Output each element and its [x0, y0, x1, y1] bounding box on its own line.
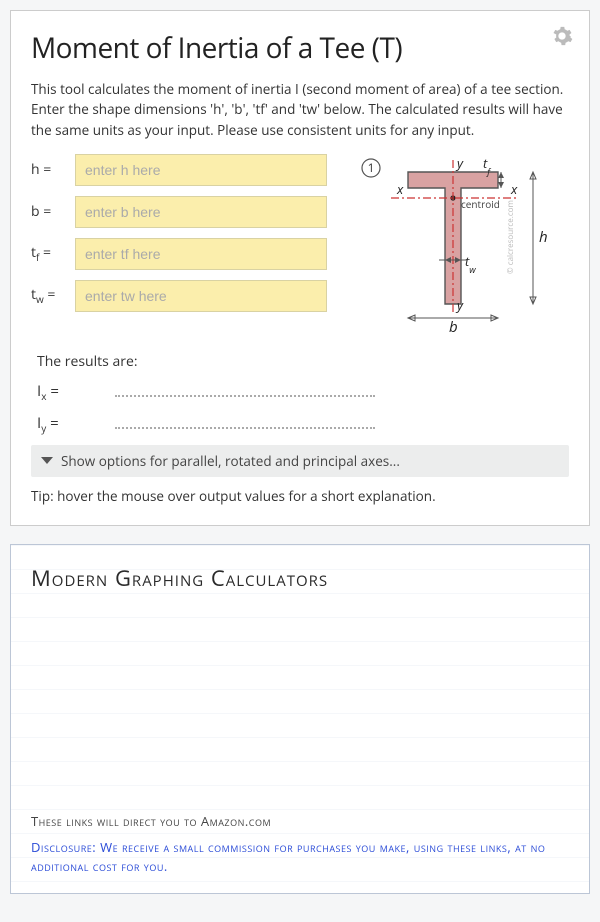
- results-section: The results are: Ix = Iy =: [31, 352, 569, 435]
- svg-text:b: b: [449, 317, 458, 334]
- show-options-toggle[interactable]: Show options for parallel, rotated and p…: [31, 445, 569, 477]
- triangle-down-icon: [41, 457, 53, 464]
- label-h: h =: [31, 160, 75, 179]
- promo-heading: Modern Graphing Calculators: [31, 563, 569, 593]
- results-title: The results are:: [37, 352, 569, 371]
- input-h[interactable]: [75, 154, 327, 186]
- svg-text:y: y: [455, 154, 464, 172]
- svg-text:tw: tw: [465, 252, 476, 276]
- input-b[interactable]: [75, 196, 327, 228]
- result-iy: Iy =: [31, 413, 569, 435]
- input-row-tf: tf =: [31, 238, 327, 270]
- promo-spacer: [31, 597, 569, 812]
- svg-text:y: y: [455, 296, 464, 314]
- svg-text:1: 1: [368, 159, 375, 176]
- label-b: b =: [31, 202, 75, 221]
- result-ix-label: Ix =: [31, 381, 75, 403]
- tip-text: Tip: hover the mouse over output values …: [31, 487, 569, 505]
- promo-card: Modern Graphing Calculators These links …: [10, 544, 590, 894]
- amazon-note: These links will direct you to Amazon.co…: [31, 812, 569, 830]
- result-iy-label: Iy =: [31, 413, 75, 435]
- page-title: Moment of Inertia of a Tee (T): [31, 29, 569, 67]
- result-ix: Ix =: [31, 381, 569, 403]
- input-tw[interactable]: [75, 280, 327, 312]
- gear-icon[interactable]: [551, 25, 573, 52]
- result-iy-value: [115, 419, 375, 429]
- description: This tool calculates the moment of inert…: [31, 79, 569, 140]
- calculator-card: Moment of Inertia of a Tee (T) This tool…: [10, 10, 590, 526]
- input-tf[interactable]: [75, 238, 327, 270]
- svg-text:centroid: centroid: [461, 197, 500, 211]
- svg-text:h: h: [539, 227, 548, 247]
- show-options-text: Show options for parallel, rotated and p…: [61, 452, 400, 470]
- inputs-panel: h = b = tf = tw =: [31, 154, 327, 334]
- input-row-tw: tw =: [31, 280, 327, 312]
- label-tf: tf =: [31, 243, 75, 264]
- input-row-h: h =: [31, 154, 327, 186]
- tee-diagram: 1 centroid x x y y tf: [347, 154, 569, 334]
- disclosure: Disclosure: We receive a small commissio…: [31, 838, 569, 877]
- svg-text:x: x: [396, 180, 404, 198]
- label-tw: tw =: [31, 285, 75, 306]
- input-row-b: b =: [31, 196, 327, 228]
- result-ix-value: [115, 387, 375, 397]
- main-row: h = b = tf = tw = 1: [31, 154, 569, 334]
- svg-text:x: x: [510, 180, 518, 198]
- svg-text:© calcresource.com: © calcresource.com: [505, 200, 516, 274]
